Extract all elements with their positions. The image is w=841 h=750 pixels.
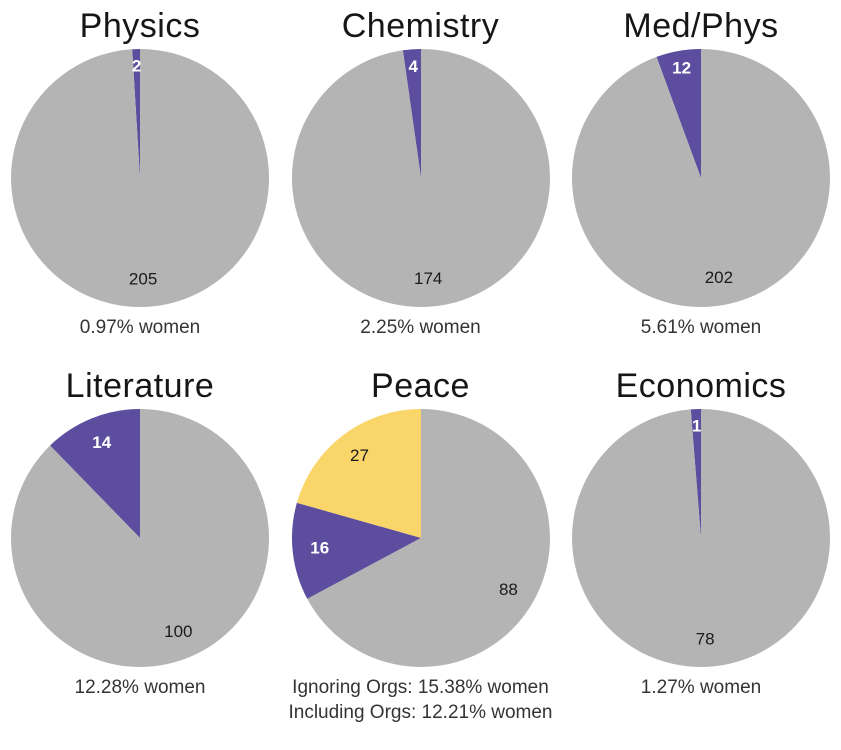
chart-title-literature: Literature xyxy=(65,367,215,405)
chart-cell-physics: Physics 2 205 0.97% women xyxy=(0,0,280,362)
chart-title-chemistry: Chemistry xyxy=(341,7,500,45)
pie-chart-physics: 2 205 xyxy=(11,49,270,308)
caption-line: 2.25% women xyxy=(360,317,481,339)
slice-label-women: 14 xyxy=(92,433,111,452)
slice-label-women: 16 xyxy=(310,539,329,558)
caption-line: Ignoring Orgs: 15.38% women xyxy=(292,677,549,699)
slice-label-orgs: 27 xyxy=(350,447,369,466)
chart-caption-peace: Ignoring Orgs: 15.38% women Including Or… xyxy=(288,675,552,725)
chart-title-economics: Economics xyxy=(615,367,787,405)
chart-cell-medphys: Med/Phys 12 202 5.61% women xyxy=(561,0,841,362)
slice-label-men: 202 xyxy=(705,268,733,287)
slice-label-men: 88 xyxy=(498,580,517,599)
pie-slice-men xyxy=(11,49,270,308)
pie-chart-peace: 27 16 88 xyxy=(291,409,550,668)
pie-slice-men xyxy=(572,409,831,668)
pie-slice-men xyxy=(291,49,550,308)
pie-chart-economics: 1 78 xyxy=(572,409,831,668)
pie-chart-literature: 14 100 xyxy=(11,409,270,668)
caption-line: 0.97% women xyxy=(79,317,201,339)
slice-label-men: 174 xyxy=(414,270,442,289)
slice-label-men: 100 xyxy=(164,622,192,641)
caption-line: Including Orgs: 12.21% women xyxy=(288,702,553,724)
chart-caption-literature: 12.28% women xyxy=(75,675,206,700)
chart-title-physics: Physics xyxy=(79,7,201,45)
pie-slice-men xyxy=(306,409,550,668)
caption-line: 12.28% women xyxy=(74,677,206,699)
pie-slice-women xyxy=(132,49,140,179)
slice-label-women: 12 xyxy=(672,59,691,78)
slice-label-men: 78 xyxy=(696,630,715,649)
slice-label-men: 205 xyxy=(129,270,157,289)
chart-cell-economics: Economics 1 78 1.27% women xyxy=(561,362,841,750)
pie-slice-men xyxy=(11,409,270,668)
pie-slice-women xyxy=(402,49,421,179)
caption-line: 5.61% women xyxy=(640,317,762,339)
chart-cell-literature: Literature 14 100 12.28% women xyxy=(0,362,280,750)
pie-slice-women xyxy=(291,503,421,600)
slice-label-women: 1 xyxy=(692,417,701,436)
slice-label-women: 2 xyxy=(132,57,141,76)
pie-slice-orgs xyxy=(296,409,421,539)
chart-caption-physics: 0.97% women xyxy=(80,315,200,340)
pie-slice-women xyxy=(690,409,701,539)
chart-caption-economics: 1.27% women xyxy=(641,675,761,700)
chart-title-medphys: Med/Phys xyxy=(623,7,779,45)
chart-title-peace: Peace xyxy=(371,367,470,405)
pie-slice-women xyxy=(656,49,701,179)
slice-label-women: 4 xyxy=(408,57,418,76)
pie-slice-women xyxy=(50,409,140,539)
pie-chart-medphys: 12 202 xyxy=(571,49,830,308)
pie-chart-chemistry: 4 174 xyxy=(291,49,550,308)
chart-caption-medphys: 5.61% women xyxy=(641,315,761,340)
caption-line: 1.27% women xyxy=(640,677,762,699)
chart-cell-chemistry: Chemistry 4 174 2.25% women xyxy=(280,0,561,362)
chart-cell-peace: Peace 27 16 88 Ignoring Orgs: 15.38% women… xyxy=(280,362,561,750)
chart-caption-chemistry: 2.25% women xyxy=(360,315,480,340)
pie-slice-men xyxy=(571,49,830,308)
